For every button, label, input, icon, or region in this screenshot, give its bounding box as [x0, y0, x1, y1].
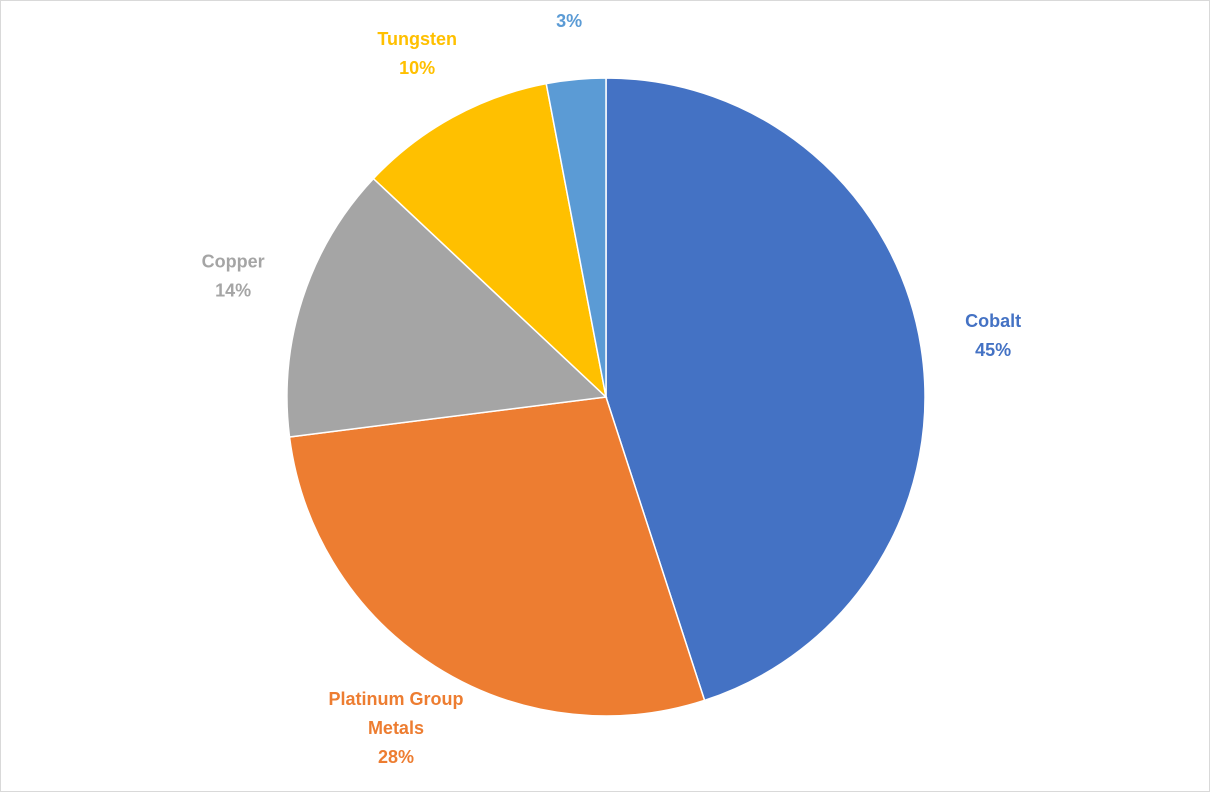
data-label-percent: 3% — [556, 11, 582, 31]
data-label-percent: 45% — [975, 340, 1011, 360]
pie-slice-tungsten[interactable] — [372, 82, 608, 400]
data-label-category: Metals — [368, 718, 424, 738]
data-label-category: Cobalt — [965, 311, 1021, 331]
data-label-percent: 14% — [215, 280, 251, 300]
data-label-copper: Copper 14% — [202, 251, 265, 300]
pie-slice-platinum-group-metals[interactable] — [288, 396, 706, 717]
pie-slice-cobalt[interactable] — [605, 77, 926, 702]
data-label-platinum-group-metals: Platinum Group Metals 28% — [328, 689, 463, 767]
pie-data-labels: Cobalt 45% Platinum Group Metals 28% Copper 14… — [202, 0, 1021, 767]
data-label-cobalt: Cobalt 45% — [965, 311, 1021, 360]
data-label-category: Tungsten — [377, 29, 457, 49]
data-label-tin: Tin 3% — [556, 0, 583, 31]
pie-slice-copper[interactable] — [286, 177, 608, 438]
pie-slices — [286, 77, 926, 717]
data-label-category: Platinum Group — [328, 689, 463, 709]
data-label-tungsten: Tungsten 10% — [377, 29, 457, 78]
data-label-percent: 28% — [378, 747, 414, 767]
data-label-category: Tin — [556, 0, 583, 2]
data-label-category: Copper — [202, 251, 265, 271]
pie-slice-tin[interactable] — [545, 77, 607, 398]
data-label-percent: 10% — [399, 58, 435, 78]
